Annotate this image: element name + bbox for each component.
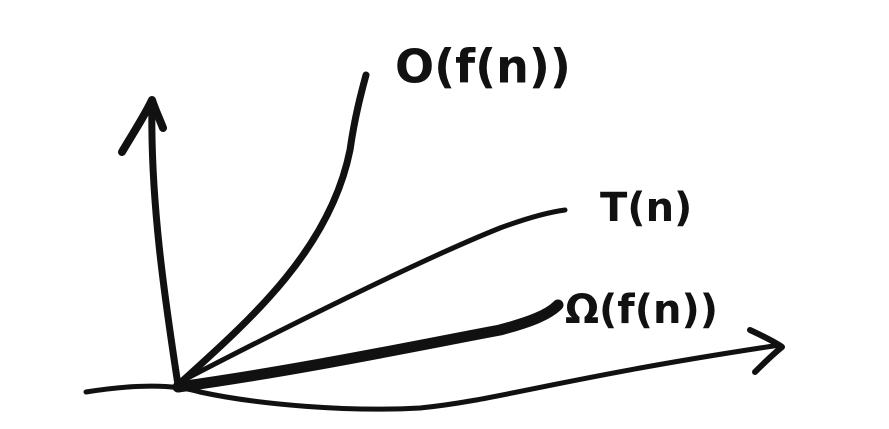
vertical-arrowhead [118,96,167,156]
upper-bound-label: O(f(n)) [395,40,571,94]
function-label: T(n) [600,185,692,231]
lower-bound-curve [172,299,564,393]
function-curve [177,207,568,385]
lower-bound-label: Ω(f(n)) [565,287,718,333]
horizontal-arrowhead [747,327,785,375]
horizontal-axis [83,342,783,412]
upper-bound-curve [174,71,370,389]
vertical-axis [148,98,182,389]
